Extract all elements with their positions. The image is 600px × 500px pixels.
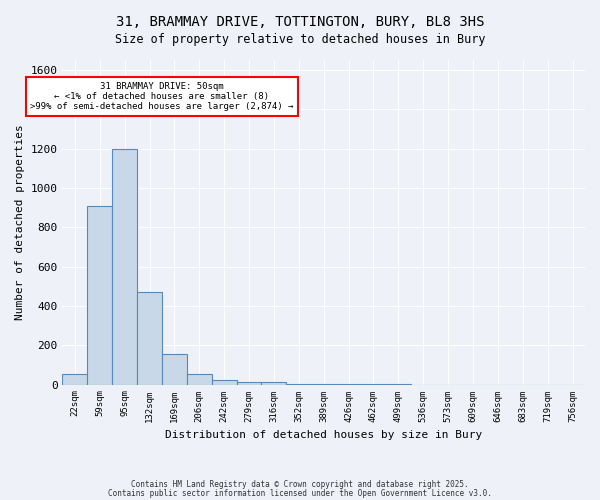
- Bar: [262, 382, 286, 384]
- Bar: [236, 382, 262, 384]
- Text: Size of property relative to detached houses in Bury: Size of property relative to detached ho…: [115, 32, 485, 46]
- Text: Contains public sector information licensed under the Open Government Licence v3: Contains public sector information licen…: [108, 490, 492, 498]
- Text: 31, BRAMMAY DRIVE, TOTTINGTON, BURY, BL8 3HS: 31, BRAMMAY DRIVE, TOTTINGTON, BURY, BL8…: [116, 15, 484, 29]
- Bar: [187, 374, 212, 384]
- Bar: [162, 354, 187, 384]
- Text: Contains HM Land Registry data © Crown copyright and database right 2025.: Contains HM Land Registry data © Crown c…: [131, 480, 469, 489]
- X-axis label: Distribution of detached houses by size in Bury: Distribution of detached houses by size …: [165, 430, 482, 440]
- Bar: [62, 374, 88, 384]
- Bar: [112, 148, 137, 384]
- Bar: [137, 292, 162, 384]
- Bar: [88, 206, 112, 384]
- Y-axis label: Number of detached properties: Number of detached properties: [15, 124, 25, 320]
- Text: 31 BRAMMAY DRIVE: 50sqm
← <1% of detached houses are smaller (8)
>99% of semi-de: 31 BRAMMAY DRIVE: 50sqm ← <1% of detache…: [30, 82, 293, 112]
- Bar: [212, 380, 236, 384]
